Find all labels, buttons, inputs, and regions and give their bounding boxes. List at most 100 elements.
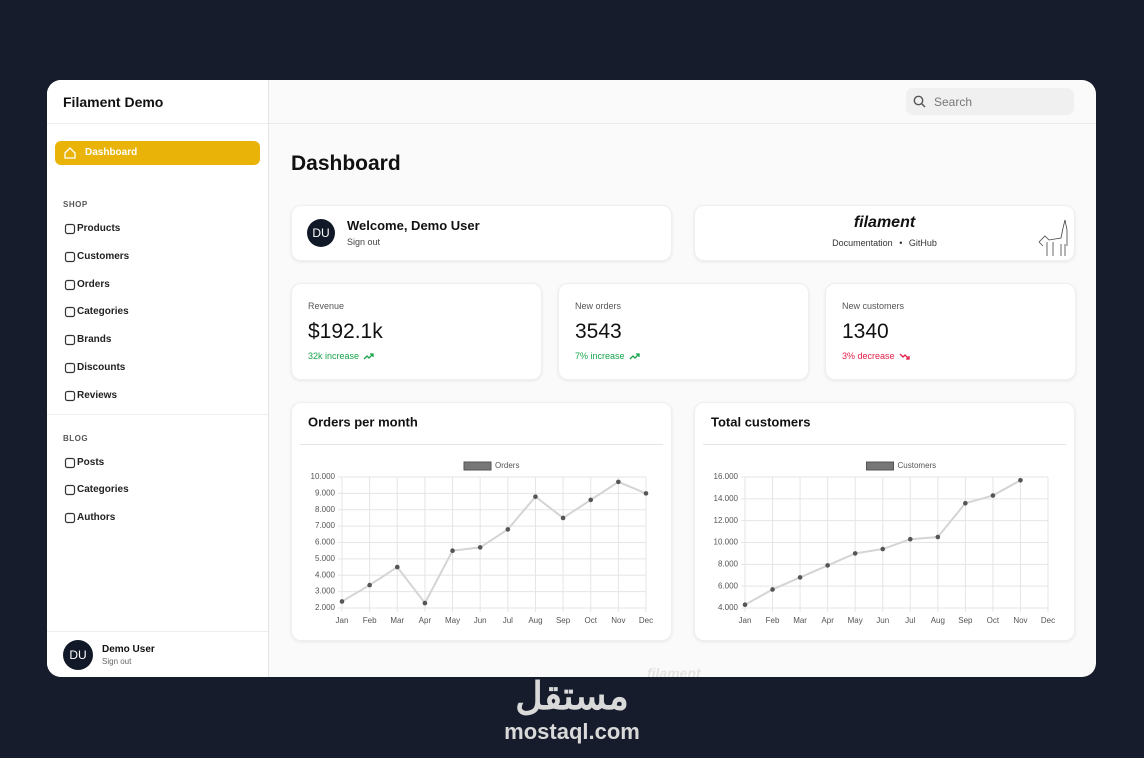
nav-item[interactable]: Discounts bbox=[55, 358, 260, 378]
legend-swatch bbox=[866, 461, 894, 471]
point bbox=[797, 575, 803, 580]
welcome-avatar: DU bbox=[307, 219, 335, 247]
brand-logo: filament bbox=[853, 214, 916, 231]
welcome-card: DU Welcome, Demo User Sign out bbox=[291, 205, 672, 261]
topbar-border bbox=[269, 123, 1096, 124]
home-icon bbox=[64, 147, 76, 159]
search-icon bbox=[913, 95, 926, 108]
stat-value: $192.1k bbox=[308, 320, 383, 343]
x-tick-label: Jul bbox=[905, 616, 915, 625]
nav-item[interactable]: Categories bbox=[55, 302, 260, 322]
point bbox=[560, 515, 566, 521]
x-tick-label: Jul bbox=[503, 616, 513, 625]
point bbox=[394, 564, 400, 570]
doc-link[interactable]: Documentation bbox=[832, 238, 893, 248]
y-tick-label: 8.000 bbox=[718, 559, 739, 568]
nav-label: Categories bbox=[77, 306, 129, 318]
nav-icon bbox=[64, 279, 76, 290]
nav-icon bbox=[64, 362, 76, 374]
sign-out[interactable]: Sign out bbox=[347, 237, 381, 247]
x-tick-label: Oct bbox=[987, 616, 1000, 625]
y-tick-label: 2.000 bbox=[315, 603, 336, 612]
stat-card: New orders 3543 7% increase bbox=[558, 283, 809, 380]
divider bbox=[47, 413, 268, 415]
nav-label: Customers bbox=[77, 250, 130, 262]
nav-icon bbox=[64, 457, 76, 468]
nav-item[interactable]: Reviews bbox=[55, 386, 260, 406]
x-tick-label: May bbox=[848, 616, 863, 625]
search-box[interactable]: Search bbox=[906, 88, 1074, 115]
chart-title: Total customers bbox=[711, 414, 810, 429]
legend-label: Orders bbox=[495, 461, 519, 470]
x-tick-label: Nov bbox=[1013, 616, 1027, 625]
y-tick-label: 10.000 bbox=[311, 472, 336, 481]
search-placeholder: Search bbox=[934, 95, 973, 109]
user-name: Demo User bbox=[102, 644, 155, 655]
y-tick-label: 14.000 bbox=[714, 494, 739, 503]
x-tick-label: Mar bbox=[793, 616, 807, 625]
y-tick-label: 4.000 bbox=[718, 603, 739, 612]
nav-item[interactable]: Customers bbox=[55, 247, 260, 267]
stat-card: New customers 1340 3% decrease bbox=[825, 283, 1076, 380]
x-tick-label: Jan bbox=[336, 616, 349, 625]
footer-logo: filament bbox=[647, 665, 701, 677]
y-tick-label: 8.000 bbox=[315, 505, 336, 514]
stat-label: New orders bbox=[575, 301, 622, 311]
x-tick-label: Jan bbox=[739, 616, 752, 625]
nav-icon bbox=[64, 251, 76, 262]
divider bbox=[47, 123, 268, 124]
separator: • bbox=[899, 238, 903, 248]
nav-label: Dashboard bbox=[85, 147, 138, 158]
sign-out[interactable]: Sign out bbox=[102, 657, 132, 666]
nav-item[interactable]: Products bbox=[55, 219, 260, 239]
y-tick-label: 16.000 bbox=[714, 472, 739, 481]
legend-swatch bbox=[463, 461, 492, 471]
nav-item[interactable]: Brands bbox=[55, 330, 260, 350]
divider bbox=[703, 444, 1066, 445]
brand-links: Documentation • GitHub bbox=[695, 238, 1074, 248]
user-avatar[interactable]: DU bbox=[63, 640, 93, 670]
chart-card bbox=[694, 402, 1075, 641]
point bbox=[588, 497, 594, 503]
nav-item[interactable]: Authors bbox=[55, 508, 260, 528]
trend-icon bbox=[899, 353, 910, 360]
stat-label: New customers bbox=[842, 301, 905, 311]
github-link[interactable]: GitHub bbox=[908, 238, 937, 248]
stat-value: 3543 bbox=[575, 320, 622, 343]
point bbox=[825, 563, 830, 568]
x-tick-label: Nov bbox=[611, 616, 625, 625]
nav-item[interactable]: Posts bbox=[55, 453, 260, 473]
y-tick-label: 3.000 bbox=[315, 587, 336, 596]
x-tick-label: Dec bbox=[1041, 616, 1055, 625]
x-tick-label: Aug bbox=[528, 616, 542, 625]
x-tick-label: Apr bbox=[419, 616, 432, 625]
y-tick-label: 6.000 bbox=[718, 581, 739, 590]
point bbox=[963, 500, 968, 506]
nav-label: Discounts bbox=[77, 362, 126, 373]
point bbox=[643, 491, 649, 496]
x-tick-label: Oct bbox=[585, 616, 598, 625]
nav-label: Authors bbox=[77, 512, 116, 524]
nav-label: Orders bbox=[77, 278, 110, 290]
stat-change: 32k increase bbox=[308, 351, 360, 361]
point bbox=[477, 545, 483, 550]
trend-icon bbox=[363, 353, 374, 360]
point bbox=[907, 536, 913, 542]
point bbox=[935, 534, 941, 540]
nav-group-label: SHOP bbox=[63, 200, 88, 209]
point bbox=[533, 494, 538, 499]
nav-item[interactable]: Orders bbox=[55, 275, 260, 295]
chart-title: Orders per month bbox=[308, 414, 418, 429]
y-tick-label: 6.000 bbox=[315, 538, 336, 547]
nav-active[interactable]: Dashboard bbox=[55, 141, 260, 165]
nav-group-label: BLOG bbox=[63, 433, 89, 443]
mascot-sketch bbox=[1038, 219, 1068, 256]
point bbox=[422, 600, 428, 606]
x-tick-label: Jun bbox=[474, 616, 487, 625]
nav-label: Posts bbox=[77, 456, 105, 468]
x-tick-label: Sep bbox=[556, 616, 571, 625]
nav-icon bbox=[64, 390, 76, 401]
nav-item[interactable]: Categories bbox=[55, 480, 260, 500]
